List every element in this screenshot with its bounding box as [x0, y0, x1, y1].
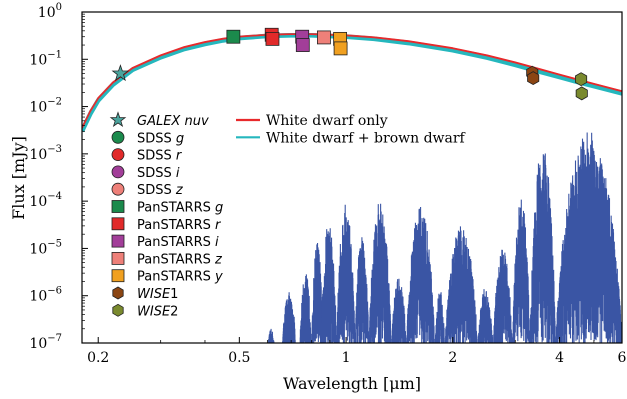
- spectrum-band-8: [368, 203, 392, 343]
- legend-marker-4: [111, 182, 125, 196]
- spectrum-band-0: [268, 328, 275, 343]
- legend-line-label-0: White dwarf only: [266, 113, 388, 129]
- x-tick-label-2: 1: [342, 350, 351, 366]
- legend-marker-9: [111, 269, 125, 283]
- y-tick-label-1: 10−6: [29, 286, 62, 305]
- spectrum-band-17: [555, 132, 622, 343]
- legend-line-label-1: White dwarf + brown dwarf: [266, 130, 467, 146]
- x-tick-label-4: 4: [555, 350, 564, 366]
- y-tick-label-5: 10−2: [29, 97, 62, 116]
- spectrum-band-12: [444, 226, 478, 343]
- spectrum-band-11: [434, 292, 445, 343]
- y-tick-label-0: 10−7: [29, 333, 62, 352]
- spectrum-band-13: [477, 289, 494, 343]
- legend-label-7: PanSTARRS i: [137, 235, 219, 250]
- photometry-point-panstarrs-g-0: [226, 29, 241, 44]
- photometry-points: [111, 27, 588, 101]
- photometry-point-panstarrs-z-0: [317, 30, 331, 45]
- spectrum-band-7: [354, 237, 370, 343]
- plot-frame: [81, 11, 623, 344]
- legend-label-11: WISE2: [137, 304, 178, 319]
- spectrum-band-16: [529, 153, 557, 343]
- spectrum-band-2: [290, 314, 296, 343]
- legend-marker-6: [111, 217, 125, 231]
- legend-label-6: PanSTARRS r: [137, 218, 222, 233]
- spectrum-band-6: [336, 204, 356, 343]
- legend-marker-2: [111, 148, 125, 162]
- legend-marker-1: [111, 130, 125, 144]
- spectrum-band-15: [512, 199, 531, 343]
- spectrum-band-10: [406, 206, 435, 343]
- photometry-point-panstarrs-i-1: [295, 38, 310, 52]
- y-tick-label-6: 10−1: [29, 49, 62, 68]
- plot-area: [82, 27, 622, 343]
- legend-marker-3: [111, 165, 125, 179]
- legend-label-10: WISE1: [137, 287, 178, 302]
- x-tick-label-5: 6: [618, 350, 627, 366]
- legend-marker-5: [111, 200, 125, 213]
- legend-label-4: SDSS z: [137, 183, 184, 198]
- y-tick-label-2: 10−5: [29, 238, 62, 257]
- legend-marker-8: [111, 251, 125, 265]
- photometry-point-wise2-0: [575, 72, 588, 87]
- legend-marker-10: [112, 286, 124, 300]
- photometry-point-wise1-1: [527, 71, 540, 86]
- spectrum-band-9: [391, 278, 407, 343]
- y-tick-label-4: 10−3: [29, 144, 62, 163]
- legend-marker-0: [109, 111, 127, 128]
- legend-label-5: PanSTARRS g: [137, 201, 223, 216]
- legend-marker-11: [112, 303, 124, 317]
- brown-dwarf-spectrum: [268, 132, 622, 343]
- x-tick-label-1: 0.5: [228, 350, 250, 366]
- x-tick-label-0: 0.2: [87, 350, 109, 366]
- x-axis-title: Wavelength [μm]: [283, 374, 421, 393]
- photometry-point-panstarrs-y-1: [333, 41, 348, 56]
- photometry-point-panstarrs-r-1: [265, 31, 280, 46]
- legend-label-0: GALEX nuv: [137, 114, 209, 129]
- axes: 0.2 0.5 1 2 4 6 10−7 10−6 10−5 10−4 10−3 10−2 10−1 10…: [29, 2, 626, 366]
- legend-label-1: SDSS g: [137, 131, 184, 146]
- spectrum-band-5: [320, 228, 337, 343]
- legend-label-9: PanSTARRS y: [137, 270, 223, 285]
- legend-label-2: SDSS r: [137, 149, 183, 164]
- x-tick-label-3: 2: [448, 350, 457, 366]
- y-tick-label-3: 10−4: [29, 191, 62, 210]
- photometry-point-galex-nuv-0: [111, 64, 130, 82]
- y-axis-title: Flux [mJy]: [9, 136, 28, 220]
- photometry-point-wise2-1: [575, 86, 588, 101]
- legend-marker-7: [111, 234, 125, 248]
- legend: GALEX nuv SDSS g SDSS r SDSS i SDSS z PanSTAR…: [109, 111, 467, 319]
- spectrum-band-14: [493, 249, 513, 343]
- legend-label-3: SDSS i: [137, 166, 180, 181]
- legend-label-8: PanSTARRS z: [137, 252, 223, 267]
- y-tick-label-7: 100: [38, 2, 62, 21]
- spectrum-band-3: [299, 274, 312, 343]
